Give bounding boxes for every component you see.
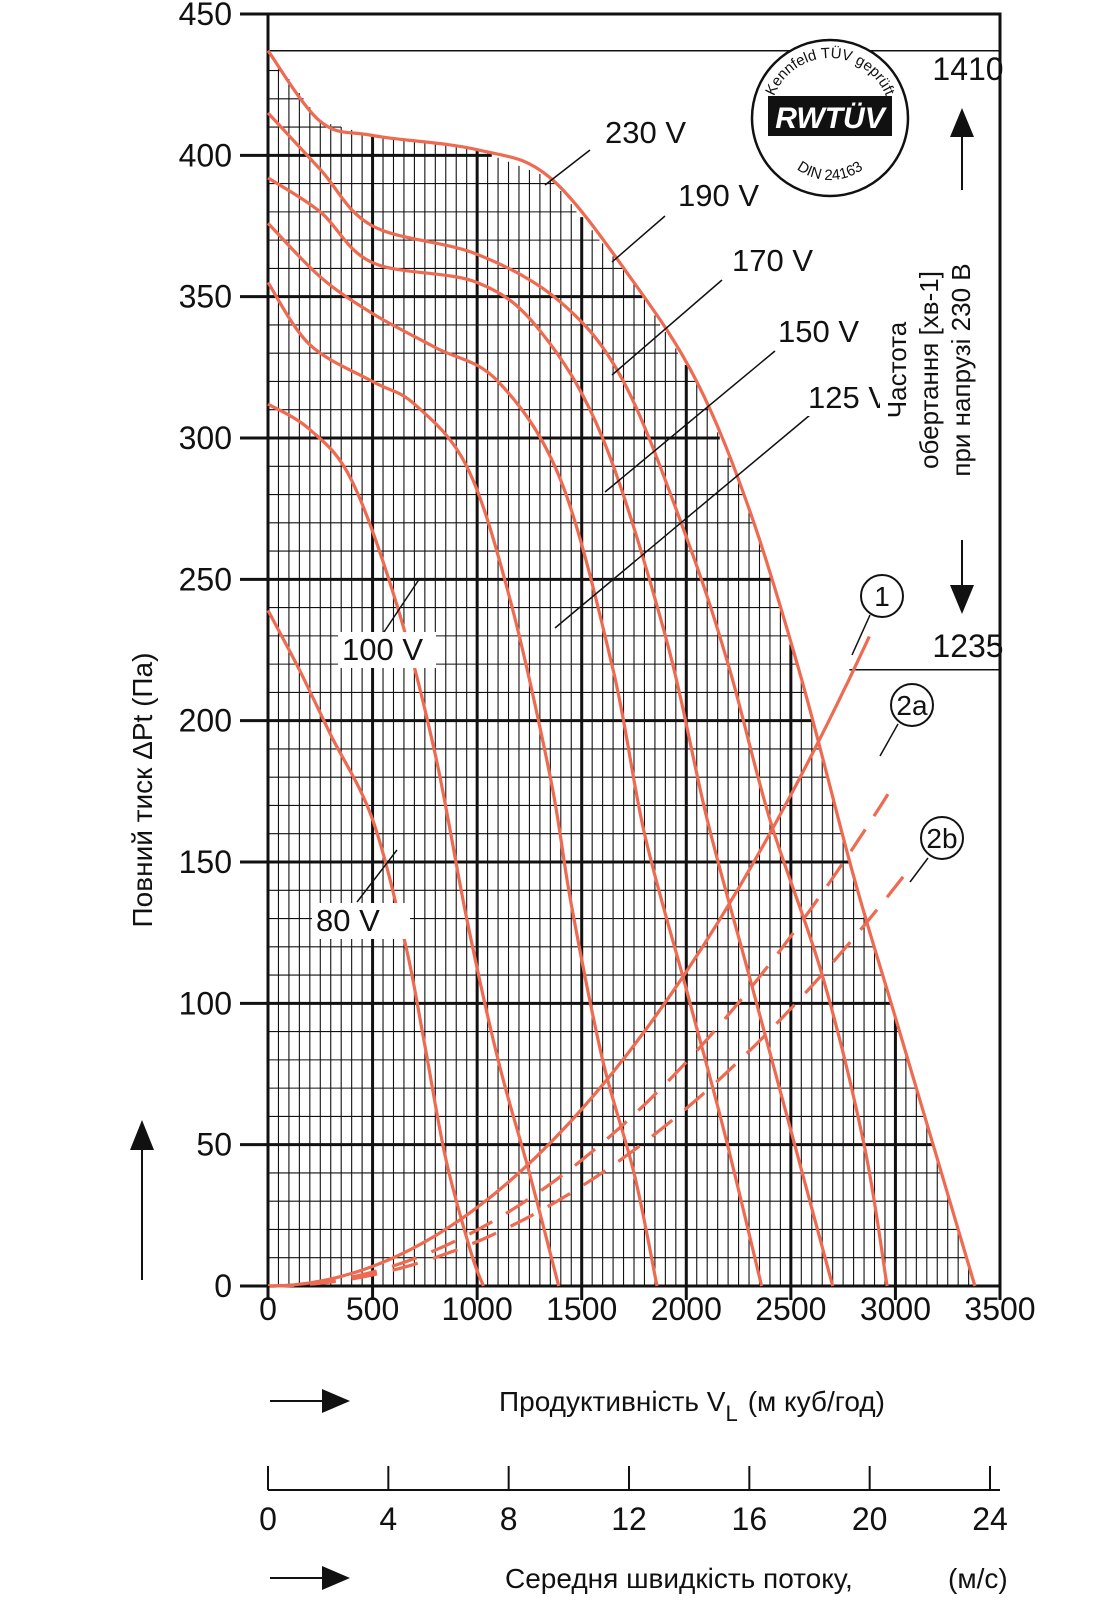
curve-label-170v: 170 V — [732, 243, 813, 278]
system-label-2a: 2a — [896, 690, 928, 721]
system-label-2b: 2b — [926, 823, 957, 854]
x-axis-label: Продуктивність VL (м куб/год) — [499, 1386, 885, 1426]
x-axis-label-main: Продуктивність V — [499, 1386, 726, 1417]
system-leader-1 — [851, 614, 871, 656]
fan-curve-190v — [266, 111, 889, 1287]
y-tick-label: 200 — [179, 703, 232, 739]
leader-line-190v — [611, 215, 666, 263]
fan-curve-230v — [266, 49, 977, 1287]
side-label-line-3: при напрузі 230 В — [946, 263, 976, 476]
y-tick-label: 350 — [179, 279, 232, 315]
leader-line-170v — [611, 279, 723, 376]
x2-tick-label: 0 — [259, 1501, 277, 1537]
leader-line-230v — [544, 149, 591, 186]
system-curves — [268, 635, 908, 1288]
x2-tick-label: 4 — [379, 1501, 397, 1537]
fan-curve-100v — [267, 402, 561, 1287]
y-tick-label: 300 — [179, 420, 232, 456]
badge-mark: RWTÜV — [775, 102, 887, 135]
x-tick-label: 1500 — [546, 1291, 617, 1327]
side-label-line-1: Частота — [882, 321, 912, 418]
rpm-down-arrow-head — [950, 585, 974, 614]
side-label-line-2: обертання [хв-1] — [914, 271, 944, 469]
y-arrow-head — [130, 1120, 154, 1150]
x-tick-label: 1000 — [442, 1291, 513, 1327]
x-arrow-head — [322, 1389, 350, 1413]
badge-mark-box — [768, 96, 892, 136]
rpm-high-label: 1410 — [932, 51, 1003, 87]
tuv-badge: Kennfeld TÜV geprüft RWTÜV DIN 24163 — [750, 38, 910, 198]
system-curve-1 — [268, 635, 871, 1288]
curve-label-150v: 150 V — [778, 314, 859, 349]
rpm-reference-lines — [268, 49, 1000, 671]
label-bg-230v — [601, 115, 699, 151]
curve-labels: 230 V 190 V 170 V 150 V 125 V 100 V 80 V 1 2a 2b — [312, 115, 964, 939]
x2-arrow-head — [322, 1566, 350, 1590]
rpm-up-arrow-head — [950, 108, 974, 137]
y-axis-label: Повний тиск ΔPt (Па) — [127, 653, 158, 928]
system-curve-2b — [268, 872, 908, 1288]
x2-tick-label: 20 — [852, 1501, 888, 1537]
y-tick-label: 50 — [196, 1127, 232, 1163]
label-bg-100v — [338, 632, 436, 668]
x2-tick-label: 24 — [972, 1501, 1008, 1537]
label-bg-170v — [728, 243, 826, 279]
leader-line-150v — [604, 350, 776, 493]
system-leader-2a — [879, 723, 899, 757]
x2-tick-label: 16 — [732, 1501, 768, 1537]
system-label-circle-1 — [860, 574, 904, 618]
label-bg-150v — [774, 314, 872, 350]
curve-label-80v: 80 V — [316, 903, 380, 938]
system-label-circle-2a — [890, 683, 934, 727]
x2-tick-label: 12 — [611, 1501, 647, 1537]
y-tick-label: 400 — [179, 137, 232, 173]
fan-curve-125v — [266, 281, 659, 1287]
side-label-group: Частота обертання [хв-1] при напрузі 230… — [880, 215, 976, 525]
y-tick-label: 0 — [214, 1268, 232, 1304]
x-tick-label: 3500 — [964, 1291, 1035, 1327]
leader-line-125v — [554, 414, 811, 629]
y-tick-label: 150 — [179, 844, 232, 880]
rpm-low-label: 1235 — [932, 628, 1003, 664]
fan-curves — [266, 49, 977, 1287]
leader-line-80v — [356, 849, 398, 903]
curve-label-190v: 190 V — [678, 178, 759, 213]
curve-label-125v: 125 V — [808, 380, 889, 415]
x2-tick-label: 8 — [500, 1501, 518, 1537]
fan-curve-170v — [267, 176, 835, 1287]
x-tick-label: 500 — [346, 1291, 399, 1327]
grid-fine — [266, 50, 970, 1286]
x-axis-label-unit: (м куб/год) — [748, 1386, 885, 1417]
y-axis-ticks: 0 50 100 150 200 250 300 350 400 450 — [179, 0, 268, 1304]
x-tick-label: 0 — [259, 1291, 277, 1327]
x2-axis-label: Середня швидкість потоку, — [505, 1563, 853, 1594]
side-label-background — [880, 215, 976, 525]
x2-axis-unit: (м/с) — [948, 1563, 1008, 1594]
x-tick-label: 3000 — [860, 1291, 931, 1327]
y-tick-label: 100 — [179, 985, 232, 1021]
y-tick-label: 450 — [179, 0, 232, 32]
y-axis-label-group: Повний тиск ΔPt (Па) — [127, 653, 158, 928]
x-axis-label-sub: L — [725, 1401, 737, 1426]
label-bg-190v — [674, 178, 772, 214]
x-tick-label: 2000 — [651, 1291, 722, 1327]
system-curve-2a — [268, 781, 897, 1288]
x2-axis-ticks: 0 4 8 12 16 20 24 — [259, 1466, 1008, 1537]
leader-line-100v — [383, 577, 421, 633]
system-label-circle-2b — [920, 816, 964, 860]
curve-label-230v: 230 V — [605, 115, 686, 150]
curve-label-100v: 100 V — [342, 632, 423, 667]
x-axis-ticks: 0 500 1000 1500 2000 2500 3000 3500 — [259, 1286, 1036, 1327]
fan-curve-150v — [266, 222, 764, 1287]
label-bg-80v — [312, 903, 410, 939]
y-tick-label: 250 — [179, 561, 232, 597]
x-tick-label: 2500 — [755, 1291, 826, 1327]
system-label-1: 1 — [874, 581, 890, 612]
system-leader-2b — [909, 857, 929, 883]
fan-curve-80v — [266, 609, 485, 1287]
plot-frame — [266, 12, 1002, 1288]
